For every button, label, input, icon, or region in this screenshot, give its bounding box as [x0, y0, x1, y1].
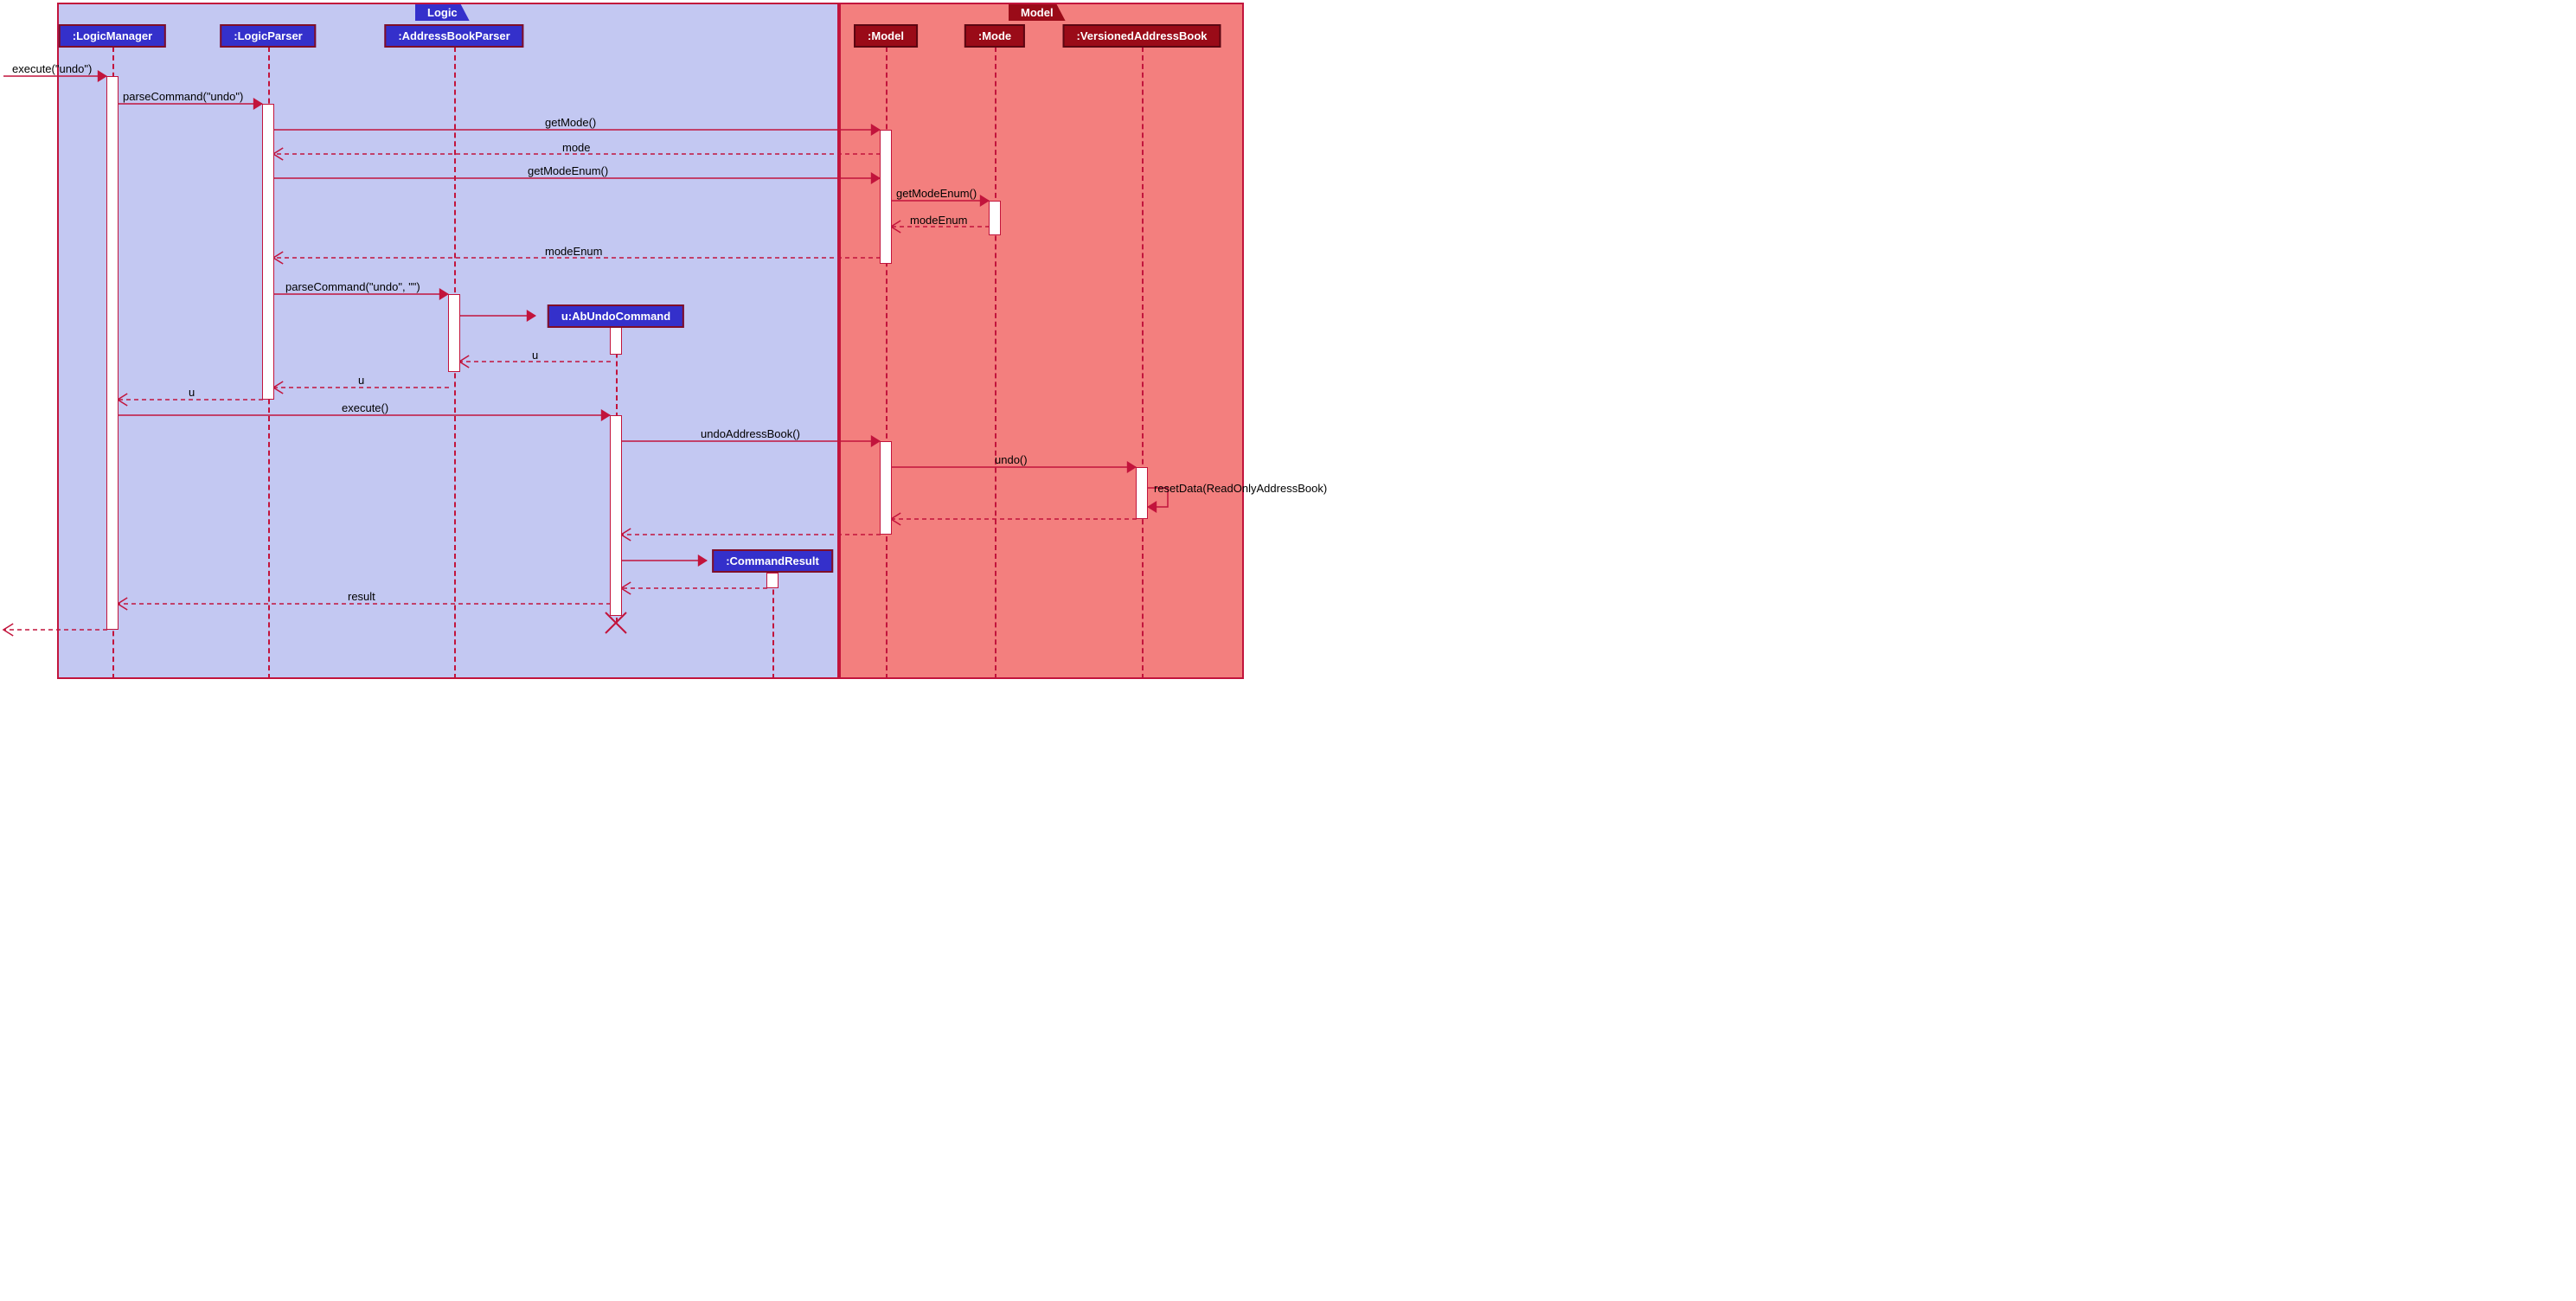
message-label-11: u	[358, 374, 364, 387]
message-label-6: modeEnum	[910, 214, 967, 227]
activation-7	[880, 441, 892, 535]
participant-addressBookParser: :AddressBookParser	[384, 24, 523, 48]
message-label-2: getMode()	[545, 116, 596, 129]
message-label-8: parseCommand("undo", "")	[285, 280, 420, 293]
activation-8	[1136, 467, 1148, 519]
activation-1	[262, 104, 274, 400]
lifeline-versionedAB	[1142, 47, 1144, 679]
lifeline-mode	[995, 47, 996, 679]
message-label-15: undo()	[995, 453, 1028, 466]
lifeline-commandResult	[772, 573, 774, 679]
participant-mode: :Mode	[964, 24, 1025, 48]
message-label-0: execute("undo")	[12, 62, 92, 75]
participant-logicManager: :LogicManager	[59, 24, 166, 48]
message-label-1: parseCommand("undo")	[123, 90, 243, 103]
activation-4	[448, 294, 460, 372]
message-label-12: u	[189, 386, 195, 399]
participant-logicParser: :LogicParser	[220, 24, 316, 48]
message-label-3: mode	[562, 141, 591, 154]
participant-commandResult: :CommandResult	[712, 549, 833, 573]
activation-5	[610, 327, 622, 355]
message-label-7: modeEnum	[545, 245, 602, 258]
participant-versionedAB: :VersionedAddressBook	[1063, 24, 1221, 48]
sequence-diagram: LogicModel:LogicManager:LogicParser:Addr…	[0, 0, 1349, 683]
participant-model: :Model	[854, 24, 918, 48]
activation-6	[610, 415, 622, 616]
participant-abUndoCommand: u:AbUndoCommand	[548, 304, 684, 328]
message-label-16: resetData(ReadOnlyAddressBook)	[1154, 482, 1327, 495]
activation-2	[880, 130, 892, 264]
message-label-10: u	[532, 349, 538, 362]
message-label-13: execute()	[342, 401, 388, 414]
message-label-5: getModeEnum()	[896, 187, 977, 200]
activation-3	[989, 201, 1001, 235]
message-label-4: getModeEnum()	[528, 164, 608, 177]
message-label-21: result	[348, 590, 375, 603]
activation-9	[766, 573, 779, 588]
message-label-14: undoAddressBook()	[701, 427, 800, 440]
activation-0	[106, 76, 119, 630]
